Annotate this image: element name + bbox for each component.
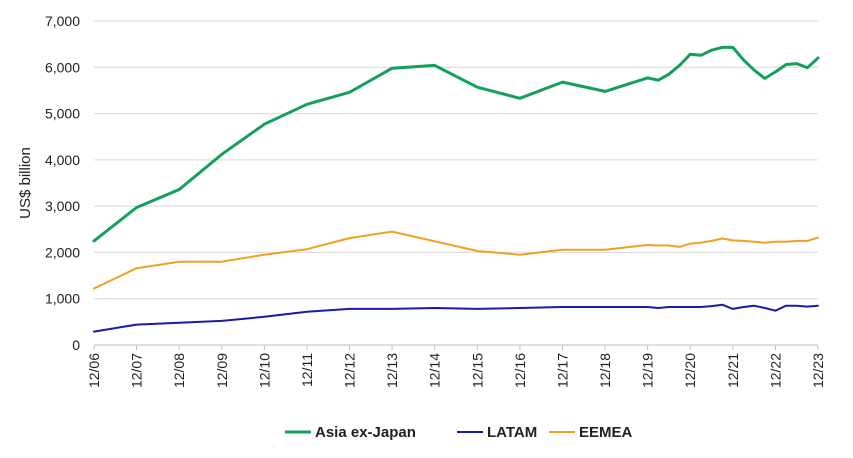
x-tick-label: 12/16 <box>512 353 528 388</box>
y-tick-label: 0 <box>72 337 80 353</box>
y-tick-label: 2,000 <box>45 244 80 260</box>
x-tick-label: 12/15 <box>469 353 485 388</box>
legend-label: LATAM <box>487 424 537 441</box>
x-tick-label: 12/22 <box>767 353 783 388</box>
legend-item: Asia ex-Japan <box>285 424 416 441</box>
x-tick-label: 12/23 <box>810 353 826 388</box>
x-tick-label: 12/10 <box>256 353 272 388</box>
x-tick-label: 12/20 <box>682 353 698 388</box>
y-tick-label: 6,000 <box>45 59 80 75</box>
x-tick-label: 12/13 <box>384 353 400 388</box>
legend-item: EEMEA <box>549 424 633 441</box>
gridlines <box>94 20 818 300</box>
series-line-asia-ex-japan <box>92 45 820 243</box>
legend-label: EEMEA <box>579 424 633 441</box>
x-tick-label: 12/08 <box>171 353 187 388</box>
x-axis <box>93 344 819 350</box>
series-line-latam <box>93 303 819 333</box>
x-axis-tick-labels: 12/06 12/07 12/08 12/09 12/10 12/11 12/12 12/13… <box>86 353 826 388</box>
x-tick-label: 12/21 <box>725 353 741 388</box>
series-line-eemea <box>93 230 819 290</box>
x-tick-label: 12/11 <box>299 353 315 387</box>
x-tick-label: 12/17 <box>554 353 570 388</box>
legend: Asia ex-Japan LATAM EEMEA <box>285 424 633 441</box>
y-axis-title: US$ billion <box>17 147 34 219</box>
x-tick-label: 12/06 <box>86 353 102 388</box>
y-tick-label: 3,000 <box>45 198 80 214</box>
y-axis-tick-labels: 0 1,000 2,000 3,000 4,000 5,000 6,000 7,000 <box>45 13 80 353</box>
y-tick-label: 7,000 <box>45 13 80 29</box>
series-lines <box>92 45 820 333</box>
x-tick-label: 12/18 <box>597 353 613 388</box>
legend-item: LATAM <box>457 424 537 441</box>
x-tick-label: 12/07 <box>129 353 145 388</box>
y-tick-label: 4,000 <box>45 152 80 168</box>
y-tick-label: 5,000 <box>45 106 80 122</box>
x-tick-label: 12/09 <box>214 353 230 388</box>
y-tick-label: 1,000 <box>45 291 80 307</box>
x-tick-label: 12/12 <box>342 353 358 388</box>
legend-label: Asia ex-Japan <box>315 424 416 441</box>
x-tick-label: 12/14 <box>427 353 443 388</box>
x-tick-label: 12/19 <box>640 353 656 388</box>
